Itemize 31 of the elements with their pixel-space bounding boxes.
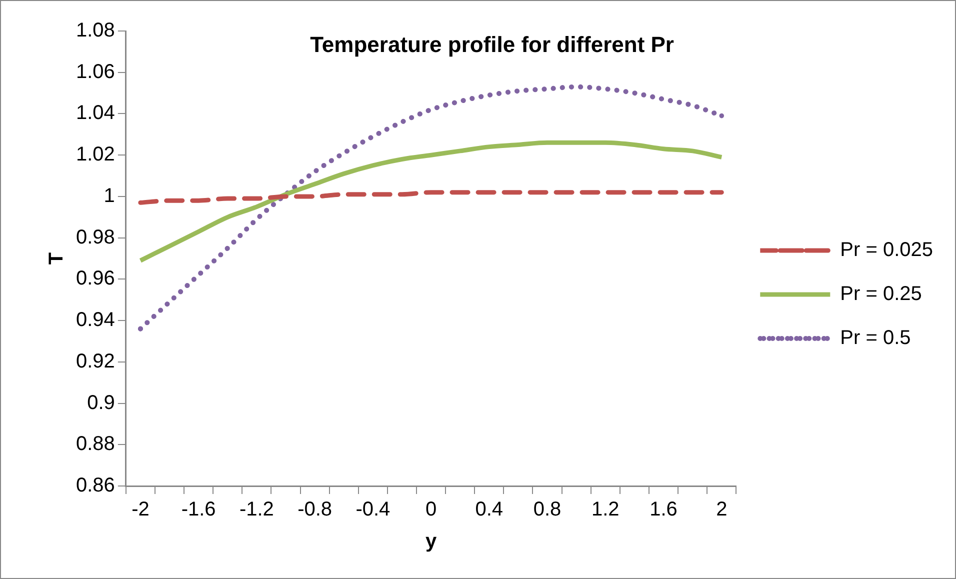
- legend-label: Pr = 0.25: [840, 283, 922, 306]
- line-series: [138, 140, 724, 263]
- x-tick-label: 0.4: [475, 498, 504, 521]
- legend-label: Pr = 0.025: [840, 239, 933, 262]
- x-tick-label: 1.6: [650, 498, 678, 521]
- x-tick-label: 0.8: [533, 498, 562, 521]
- x-tick-label: 2: [716, 498, 728, 521]
- x-axis-title: y: [425, 530, 438, 553]
- x-tick-label: -0.4: [356, 498, 390, 521]
- legend-label: Pr = 0.5: [840, 327, 911, 350]
- y-tick-label: 0.9: [87, 392, 115, 414]
- y-tick-label: 0.96: [76, 268, 115, 290]
- y-tick-label: 0.94: [76, 309, 115, 332]
- chart-title: Temperature profile for different Pr: [310, 32, 674, 58]
- x-tick-label: -1.6: [181, 498, 216, 521]
- y-tick-label: 0.86: [76, 474, 115, 497]
- y-tick-label: 1.04: [76, 102, 115, 124]
- y-tick-label: 0.92: [76, 350, 115, 372]
- line-series: [138, 190, 724, 205]
- x-tick-label: -1.2: [239, 498, 274, 521]
- y-tick-label: 1.08: [76, 20, 115, 42]
- y-tick-label: 1.06: [76, 60, 115, 83]
- x-tick-label: -2: [132, 498, 150, 521]
- x-tick-label: 1.2: [591, 498, 620, 521]
- y-tick-label: 0.88: [76, 433, 115, 456]
- x-tick-label: 0: [425, 498, 437, 521]
- x-tick-label: -0.8: [298, 498, 332, 521]
- y-tick-label: 1.02: [76, 144, 115, 166]
- y-axis-title: T: [46, 252, 68, 265]
- y-tick-label: 1: [104, 184, 115, 207]
- y-tick-label: 0.98: [76, 226, 115, 248]
